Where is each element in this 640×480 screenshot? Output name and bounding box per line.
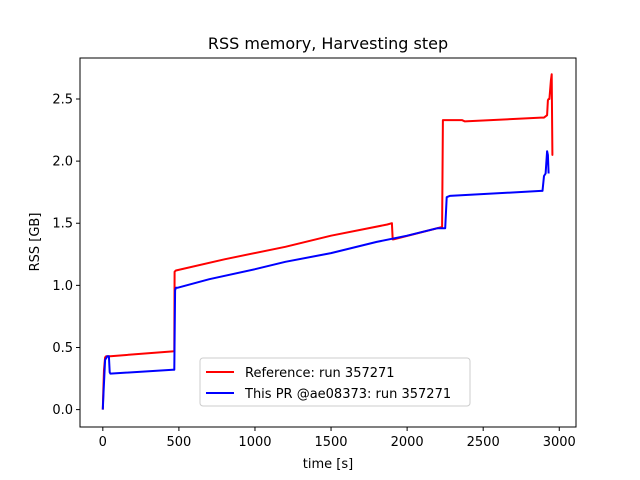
- y-tick-label: 1.5: [52, 217, 73, 232]
- x-axis-label: time [s]: [303, 457, 353, 472]
- x-tick-label: 1000: [238, 435, 271, 450]
- chart-title: RSS memory, Harvesting step: [208, 34, 448, 53]
- x-tick-label: 2500: [467, 435, 500, 450]
- x-tick-label: 3000: [543, 435, 576, 450]
- y-axis-label: RSS [GB]: [28, 213, 43, 272]
- legend-label-this-pr: This PR @ae08373: run 357271: [244, 387, 451, 402]
- y-axis-ticks: 0.0 0.5 1.0 1.5 2.0 2.5: [52, 93, 80, 418]
- y-tick-label: 0.0: [52, 403, 73, 418]
- series-line-1: [101, 150, 550, 410]
- y-tick-label: 2.0: [52, 155, 73, 170]
- plot-lines: [101, 73, 554, 410]
- x-tick-label: 1500: [314, 435, 347, 450]
- x-tick-label: 0: [99, 435, 107, 450]
- x-tick-label: 500: [166, 435, 191, 450]
- legend-box: [199, 357, 471, 407]
- legend: Reference: run 357271 This PR @ae08373: …: [199, 357, 471, 407]
- x-tick-label: 2000: [391, 435, 424, 450]
- y-tick-label: 2.5: [52, 93, 73, 108]
- x-axis-ticks: 0 500 1000 1500 2000 2500 3000: [99, 427, 576, 450]
- plot-frame: [79, 57, 577, 428]
- legend-label-reference: Reference: run 357271: [245, 366, 395, 381]
- y-tick-label: 1.0: [52, 279, 73, 294]
- y-tick-label: 0.5: [52, 341, 73, 356]
